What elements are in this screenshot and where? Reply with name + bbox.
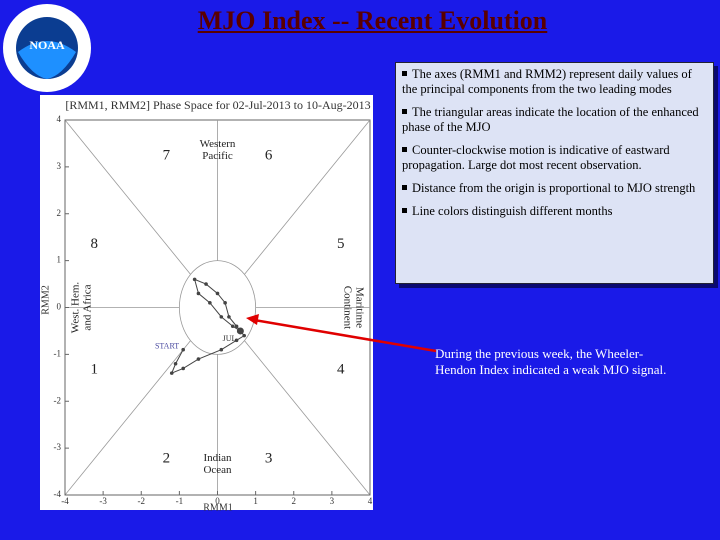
x-tick-label: -1: [176, 496, 184, 506]
region-label: and Africa: [82, 284, 94, 330]
trajectory-point: [234, 324, 239, 329]
trajectory-point: [196, 291, 201, 296]
trajectory-point: [230, 324, 235, 329]
trajectory-point: [234, 338, 239, 343]
trajectory-point: [181, 366, 185, 371]
trajectory-point: [192, 277, 197, 282]
bullet: The triangular areas indicate the locati…: [402, 105, 707, 135]
x-tick-label: 4: [368, 496, 373, 506]
trajectory-point: [219, 347, 224, 352]
trajectory-point: [242, 333, 246, 338]
trajectory-point: [215, 291, 220, 296]
phase-label: 2: [163, 451, 171, 467]
guide-line: [244, 119, 371, 275]
slide-title: MJO Index -- Recent Evolution: [197, 6, 548, 35]
bullet-marker: [402, 71, 407, 76]
phase-label: 6: [265, 147, 273, 163]
bullet-marker: [402, 147, 407, 152]
phase-label: 1: [90, 362, 98, 378]
noaa-logo: NOAA: [3, 4, 91, 92]
x-tick-label: 3: [330, 496, 335, 506]
bullet-box: The axes (RMM1 and RMM2) represent daily…: [395, 62, 714, 284]
trajectory-point: [181, 347, 185, 352]
series-label: JUL: [223, 334, 237, 343]
trajectory-point: [196, 357, 201, 361]
trajectory-point: [204, 282, 208, 286]
guide-line: [244, 340, 371, 496]
y-tick-label: -2: [54, 395, 62, 405]
unit-circle: [178, 260, 257, 355]
y-tick-label: 1: [57, 255, 62, 265]
y-tick-label: -3: [54, 442, 62, 452]
phase-label: 4: [337, 362, 345, 378]
bullet-text: Distance from the origin is proportional…: [412, 181, 696, 195]
bullet-text: The triangular areas indicate the locati…: [402, 105, 699, 134]
start-label: START: [155, 342, 179, 351]
region-label: Ocean: [203, 464, 232, 476]
trajectory-point: [236, 327, 244, 335]
bullet: Counter-clockwise motion is indicative o…: [402, 143, 707, 173]
bullet-text: Counter-clockwise motion is indicative o…: [402, 143, 670, 172]
bullet-text: Line colors distinguish different months: [412, 204, 613, 218]
x-tick-label: 0: [215, 496, 220, 506]
y-tick-label: 2: [57, 208, 62, 218]
x-tick-label: -4: [61, 496, 69, 506]
phase-label: 8: [90, 236, 98, 252]
trajectory-point: [227, 315, 231, 319]
x-tick-label: 1: [253, 496, 258, 506]
y-tick-label: -1: [54, 348, 62, 358]
annotation: During the previous week, the Wheeler-He…: [435, 346, 667, 377]
bullet-text: The axes (RMM1 and RMM2) represent daily…: [402, 67, 692, 96]
region-label: Western: [200, 138, 236, 150]
y-tick-label: 0: [57, 302, 62, 312]
region-label: Indian: [203, 452, 232, 464]
phase-label: 7: [163, 147, 171, 163]
bullet: The axes (RMM1 and RMM2) represent daily…: [402, 67, 707, 97]
bullet: Distance from the origin is proportional…: [402, 181, 707, 196]
x-axis-label: RMM1: [203, 502, 232, 513]
y-tick-label: 3: [57, 161, 62, 171]
guide-line: [64, 119, 191, 275]
region-label: West. Hem.: [70, 282, 82, 334]
chart-background: [40, 95, 373, 510]
region-label: Maritime: [353, 287, 365, 328]
y-tick-label: -4: [54, 489, 62, 499]
trajectory-point: [223, 301, 227, 305]
trajectory-point: [173, 361, 178, 366]
phase-label: 3: [265, 451, 273, 467]
trajectory-point: [169, 371, 174, 375]
y-tick-label: 4: [57, 114, 62, 124]
pointer-arrow: [253, 318, 437, 353]
chart-title: [RMM1, RMM2] Phase Space for 02-Jul-2013…: [65, 98, 370, 112]
pointer-arrowhead: [246, 314, 259, 325]
bullet-marker: [402, 185, 407, 190]
x-tick-label: -2: [138, 496, 146, 506]
bullet-marker: [402, 109, 407, 114]
svg-text:NOAA: NOAA: [29, 38, 65, 52]
bullet-marker: [402, 208, 407, 213]
y-axis-label: RMM2: [40, 285, 51, 314]
region-label: Pacific: [202, 150, 233, 162]
x-tick-label: 2: [292, 496, 297, 506]
x-tick-label: -3: [99, 496, 107, 506]
phase-label: 5: [337, 236, 345, 252]
trajectory-point: [208, 301, 212, 305]
guide-line: [64, 340, 191, 496]
trajectory-point: [219, 315, 224, 319]
bullet: Line colors distinguish different months: [402, 204, 707, 219]
region-label: Continent: [341, 286, 353, 329]
